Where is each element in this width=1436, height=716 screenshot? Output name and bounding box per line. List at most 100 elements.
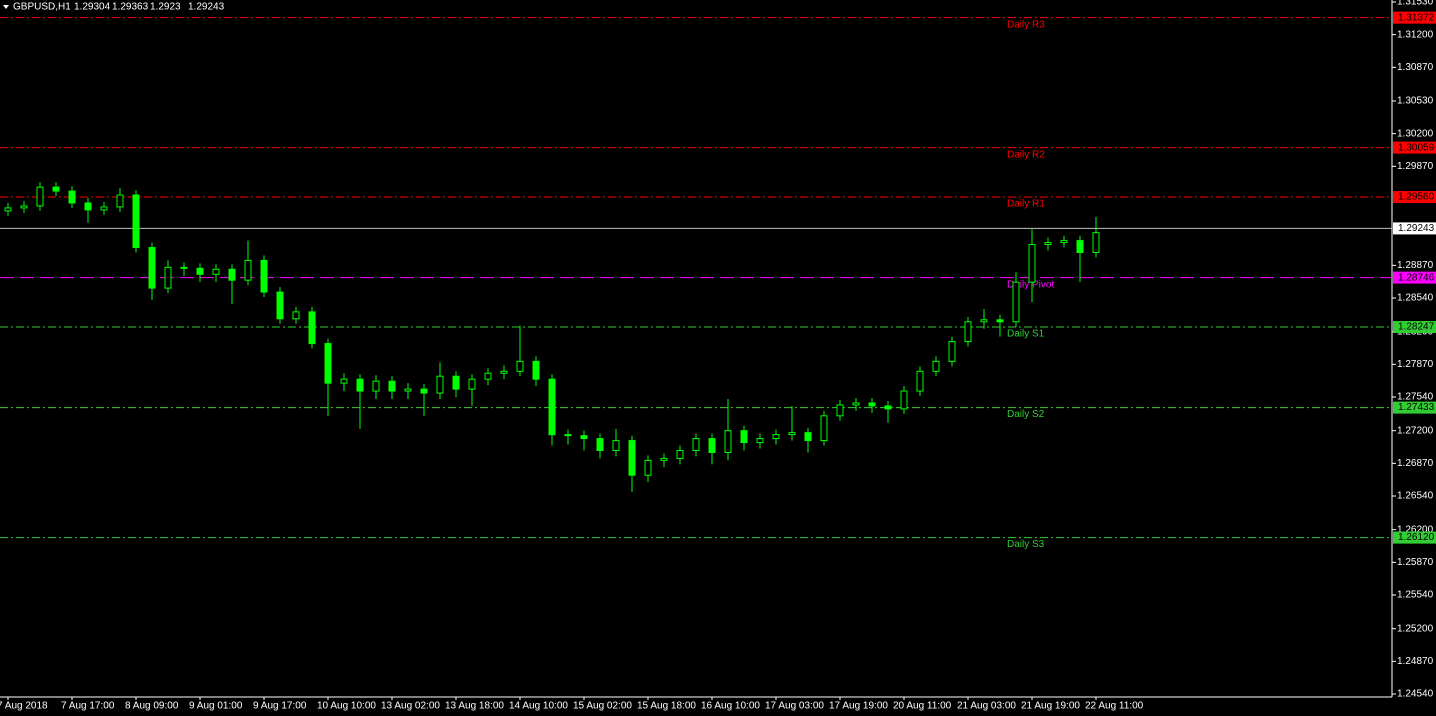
candle-body (308, 311, 316, 345)
y-tick-label: 1.30870 (1397, 62, 1434, 73)
candle-body (1060, 240, 1068, 244)
level-price: 1.29560 (1398, 192, 1435, 203)
level-price: 1.28746 (1398, 272, 1435, 283)
y-tick-label: 1.26540 (1397, 491, 1434, 502)
candle-body (948, 341, 956, 362)
candle-body (644, 459, 652, 476)
level-name: Daily R1 (1007, 199, 1045, 210)
candle-body (692, 438, 700, 451)
level-name: Daily Pivot (1007, 279, 1054, 290)
candle-body (756, 438, 764, 444)
level-price: 1.26120 (1398, 532, 1435, 543)
candle-body (84, 202, 92, 211)
candle-body (212, 268, 220, 275)
candle-body (564, 434, 572, 437)
candle-body (52, 186, 60, 192)
candle-body (340, 378, 348, 384)
level-name: Daily R2 (1007, 149, 1045, 160)
candle-body (788, 432, 796, 436)
candle-body (740, 430, 748, 444)
x-tick-label: 20 Aug 11:00 (893, 701, 952, 712)
candle-body (660, 457, 668, 461)
candle-body (868, 402, 876, 407)
candle-body (500, 370, 508, 374)
candle-body (532, 360, 540, 380)
y-tick-label: 1.27540 (1397, 392, 1434, 403)
x-tick-label: 7 Aug 2018 (0, 701, 48, 712)
y-tick-label: 1.29870 (1397, 161, 1434, 172)
y-tick-label: 1.27200 (1397, 425, 1434, 436)
level-name: Daily S1 (1007, 329, 1045, 340)
x-tick-label: 13 Aug 02:00 (381, 701, 440, 712)
candle-body (20, 205, 28, 209)
x-tick-label: 10 Aug 10:00 (317, 701, 376, 712)
y-tick-label: 1.28870 (1397, 260, 1434, 271)
candle-body (116, 194, 124, 208)
y-tick-label: 1.30530 (1397, 96, 1434, 107)
level-price-box (1393, 271, 1436, 284)
candle-body (388, 380, 396, 392)
x-tick-label: 8 Aug 09:00 (125, 701, 179, 712)
candle-body (468, 378, 476, 390)
level-name: Daily R3 (1007, 19, 1045, 30)
y-tick-label: 1.31530 (1397, 0, 1434, 8)
x-tick-label: 15 Aug 18:00 (637, 701, 696, 712)
candle-body (676, 449, 684, 459)
level-name: Daily S3 (1007, 539, 1045, 550)
x-tick-label: 21 Aug 19:00 (1021, 701, 1080, 712)
candle-body (276, 291, 284, 320)
y-tick-label: 1.24540 (1397, 689, 1434, 700)
candle-body (292, 311, 300, 320)
candle-body (1076, 240, 1084, 253)
candle-body (228, 268, 236, 281)
candle-body (1092, 232, 1100, 253)
candle-body (964, 321, 972, 343)
y-tick-label: 1.25540 (1397, 590, 1434, 601)
candle-body (836, 404, 844, 417)
y-tick-label: 1.30200 (1397, 128, 1434, 139)
x-tick-label: 21 Aug 03:00 (957, 701, 1016, 712)
x-tick-label: 7 Aug 17:00 (61, 701, 115, 712)
x-tick-label: 15 Aug 02:00 (573, 701, 632, 712)
y-tick-label: 1.26870 (1397, 458, 1434, 469)
candle-body (404, 388, 412, 392)
y-tick-label: 1.27870 (1397, 359, 1434, 370)
x-tick-label: 22 Aug 11:00 (1085, 701, 1144, 712)
level-price-box (1393, 531, 1436, 544)
quote-value: 1.2923 (150, 2, 181, 13)
quote-value: 1.29363 (112, 2, 149, 13)
y-tick-label: 1.25200 (1397, 623, 1434, 634)
level-price-box (1393, 191, 1436, 204)
candle-body (4, 207, 12, 212)
menu-arrow[interactable] (3, 5, 9, 9)
candle-body (132, 194, 140, 249)
candle-body (164, 266, 172, 289)
candle-body (932, 360, 940, 372)
level-price-box (1393, 321, 1436, 334)
candle-body (452, 375, 460, 390)
x-tick-label: 13 Aug 18:00 (445, 701, 504, 712)
y-tick-label: 1.28540 (1397, 293, 1434, 304)
candle-body (68, 190, 76, 204)
quote-value: 1.29243 (188, 2, 225, 13)
y-tick-label: 1.26200 (1397, 524, 1434, 535)
level-price: 1.28247 (1398, 322, 1435, 333)
last-price-box (1393, 222, 1436, 235)
candle-body (708, 438, 716, 453)
candle-body (1044, 242, 1052, 246)
x-tick-label: 17 Aug 19:00 (829, 701, 888, 712)
quote-value: 1.29304 (74, 2, 111, 13)
candle-body (356, 378, 364, 392)
candle-body (916, 370, 924, 392)
x-tick-label: 17 Aug 03:00 (765, 701, 824, 712)
x-tick-label: 9 Aug 17:00 (253, 701, 307, 712)
candle-body (884, 405, 892, 410)
candle-body (996, 319, 1004, 323)
candle-body (548, 378, 556, 436)
level-price: 1.31372 (1398, 12, 1435, 23)
candle-body (260, 259, 268, 293)
candle-body (324, 343, 332, 384)
candle-body (420, 388, 428, 394)
